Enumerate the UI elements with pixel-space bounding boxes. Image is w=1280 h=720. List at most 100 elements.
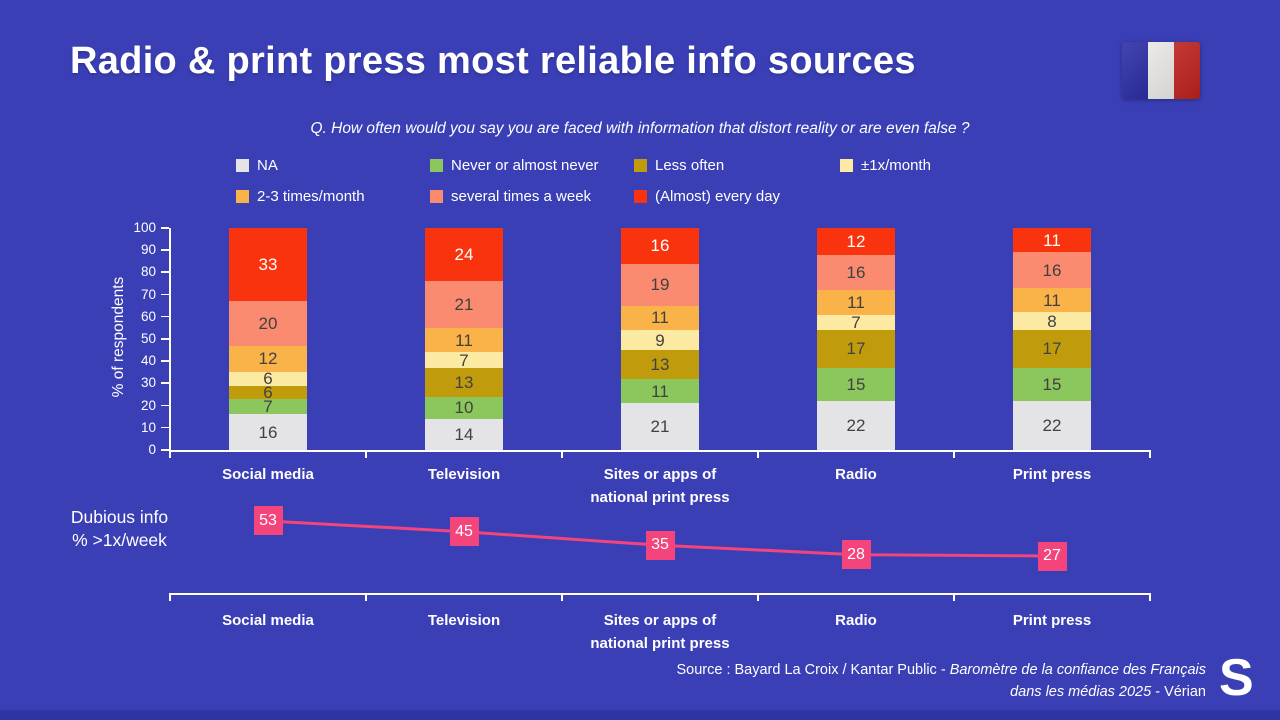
- bar-segment: 21: [425, 281, 503, 328]
- bar-segment: 12: [817, 228, 895, 255]
- legend-swatch-icon: [634, 159, 647, 172]
- bar-segment: 17: [817, 330, 895, 368]
- line-chart-axis-tick: [953, 593, 955, 601]
- legend-swatch-icon: [840, 159, 853, 172]
- bar-segment: 19: [621, 263, 699, 306]
- legend-swatch-icon: [430, 190, 443, 203]
- y-axis-tick-label: 0: [148, 442, 156, 457]
- category-label: Radio: [758, 610, 954, 655]
- source-attribution: Source : Bayard La Croix / Kantar Public…: [546, 659, 1206, 704]
- category-label-line: Television: [427, 466, 501, 483]
- bar-segment: 22: [1013, 401, 1091, 450]
- category-label-line: Print press: [1012, 466, 1092, 483]
- line-chart-axis-tick: [169, 593, 171, 601]
- france-flag-icon: [1122, 42, 1200, 99]
- bar-segment: 6: [229, 384, 307, 401]
- source-text-italic: dans les médias 2025: [1010, 684, 1152, 701]
- line-marker: 45: [449, 517, 479, 547]
- y-axis-tick-label: 30: [140, 375, 156, 391]
- source-line1: Source : Bayard La Croix / Kantar Public…: [546, 659, 1206, 681]
- legend-label: ±1x/month: [861, 157, 931, 174]
- y-axis-tick: [161, 249, 169, 251]
- bar-segment: 8: [1013, 312, 1091, 331]
- flag-sheen: [1122, 42, 1200, 99]
- line-marker: 53: [253, 506, 283, 536]
- y-axis-label: % of respondents: [110, 276, 127, 398]
- legend-item: NA: [236, 157, 278, 174]
- line-chart-axis-line: [170, 593, 1150, 595]
- bar-segment: 16: [817, 254, 895, 291]
- category-label-line: Social media: [222, 612, 314, 629]
- category-label: Radio: [758, 464, 954, 509]
- y-axis-tick: [161, 315, 169, 318]
- bar-segment: 20: [229, 301, 307, 346]
- legend-item: (Almost) every day: [634, 188, 780, 205]
- bar-chart-x-axis-tick: [365, 450, 367, 458]
- bar-chart-x-axis-tick: [169, 450, 171, 458]
- legend-label: several times a week: [451, 188, 592, 205]
- y-axis-tick-label: 60: [140, 308, 156, 324]
- y-axis-tick-label: 90: [140, 242, 156, 258]
- bar-segment: 6: [229, 370, 307, 388]
- y-axis-tick-label: 10: [140, 419, 156, 435]
- line-chart-axis-tick: [561, 593, 563, 601]
- category-label-line: Radio: [835, 612, 877, 629]
- y-axis-tick: [161, 293, 169, 296]
- y-axis-tick: [161, 449, 169, 451]
- category-label-line: Print press: [1012, 612, 1092, 629]
- flag-red-stripe: [1174, 42, 1200, 99]
- y-axis-tick-label: 100: [133, 220, 156, 235]
- y-axis-tick: [161, 271, 169, 273]
- legend-item: several times a week: [430, 188, 591, 205]
- category-label-line: Sites or apps of: [603, 466, 717, 483]
- y-axis-tick: [161, 338, 169, 340]
- legend-label: (Almost) every day: [655, 188, 781, 205]
- bar-segment: 11: [621, 378, 699, 404]
- legend-label: NA: [257, 157, 278, 174]
- bar-segment: 7: [425, 352, 503, 368]
- bar-segment: 7: [817, 314, 895, 331]
- category-label-line: Radio: [835, 466, 877, 483]
- survey-question: Q. How often would you say you are faced…: [310, 120, 970, 137]
- bar-segment: 9: [621, 330, 699, 351]
- bar-segment: 11: [425, 327, 503, 353]
- line-marker: 35: [645, 530, 675, 560]
- legend-swatch-icon: [634, 190, 647, 203]
- bar-segment: 13: [425, 367, 503, 397]
- y-axis-line: [169, 228, 171, 451]
- y-axis-tick: [161, 426, 169, 429]
- legend-label: Never or almost never: [451, 157, 599, 174]
- line-chart-axis-tick: [757, 593, 759, 601]
- category-label-line: Sites or apps of: [603, 612, 717, 629]
- line-marker: 27: [1037, 541, 1067, 571]
- category-label: Social media: [170, 464, 366, 509]
- line-chart-axis-tick: [365, 593, 367, 601]
- legend-item: Never or almost never: [430, 157, 599, 174]
- y-axis-tick-label: 20: [140, 397, 156, 413]
- bar-chart-x-axis-tick: [561, 450, 563, 458]
- category-label-line: national print press: [590, 634, 730, 652]
- line-chart-category-labels: Social media Television Sites or apps of na…: [170, 610, 1150, 655]
- bar-segment: 22: [817, 401, 895, 450]
- bar-segment: 14: [425, 418, 503, 450]
- bar-chart-x-axis-tick: [1149, 450, 1151, 458]
- flag-white-stripe: [1148, 42, 1174, 99]
- flag-blue-stripe: [1122, 42, 1148, 99]
- y-axis-tick-label: 80: [140, 264, 156, 280]
- y-axis-tick-label: 50: [140, 331, 156, 346]
- category-label-line: Television: [427, 612, 501, 629]
- legend-label: Less often: [655, 157, 725, 174]
- bar-segment: 24: [425, 228, 503, 282]
- bar-chart-x-axis-line: [170, 450, 1150, 452]
- legend-swatch-icon: [236, 190, 249, 203]
- bar-chart-category-labels: Social media Television Sites or apps of na…: [170, 464, 1150, 509]
- source-line2: dans les médias 2025 - Vérian: [546, 681, 1206, 703]
- y-axis-tick: [161, 227, 169, 229]
- bar-segment: 21: [621, 403, 699, 450]
- dubious-info-label-line2: % >1x/week: [72, 529, 167, 550]
- category-label: Television: [366, 464, 562, 509]
- bar-segment: 12: [229, 345, 307, 373]
- bar-segment: 13: [621, 350, 699, 379]
- bar-segment: 15: [817, 367, 895, 402]
